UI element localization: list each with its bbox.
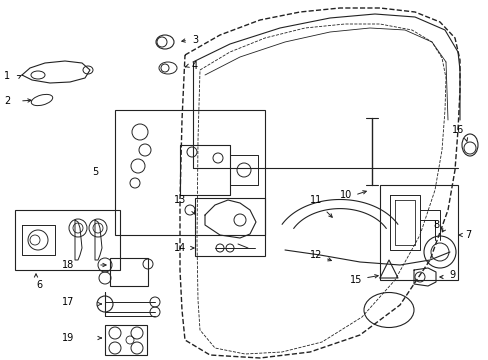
Text: 15: 15 xyxy=(349,275,362,285)
Text: 14: 14 xyxy=(174,243,186,253)
Text: 11: 11 xyxy=(309,195,322,205)
Bar xyxy=(15,210,120,270)
Text: 7: 7 xyxy=(464,230,470,240)
Text: 17: 17 xyxy=(62,297,74,307)
Text: 4: 4 xyxy=(192,61,198,71)
Text: 3: 3 xyxy=(192,35,198,45)
Text: 1: 1 xyxy=(4,71,10,81)
Text: 13: 13 xyxy=(174,195,186,205)
Text: 8: 8 xyxy=(432,220,438,230)
Bar xyxy=(105,325,147,355)
Text: 16: 16 xyxy=(451,125,463,135)
Text: 19: 19 xyxy=(62,333,74,343)
Text: 10: 10 xyxy=(339,190,351,200)
Text: 6: 6 xyxy=(36,280,42,290)
Bar xyxy=(115,110,264,235)
Bar xyxy=(195,198,264,256)
Text: 5: 5 xyxy=(92,167,98,177)
Text: 18: 18 xyxy=(62,260,74,270)
Bar xyxy=(379,185,457,280)
Text: 12: 12 xyxy=(309,250,322,260)
Text: 9: 9 xyxy=(448,270,454,280)
Text: 2: 2 xyxy=(4,96,10,106)
Bar xyxy=(110,258,148,286)
